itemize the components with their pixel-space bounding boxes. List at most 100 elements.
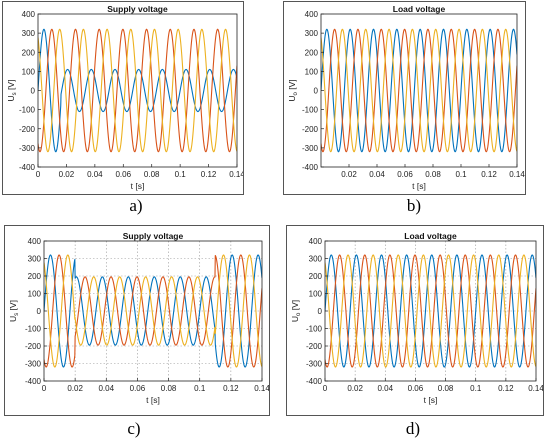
- series-line-3: [38, 28, 237, 153]
- y-tick-label: -100: [302, 106, 319, 115]
- y-tick-label: -400: [302, 163, 319, 172]
- x-tick-label: 0.12: [481, 170, 497, 179]
- series-line-1: [321, 28, 517, 153]
- x-tick-label: 0.1: [455, 170, 467, 179]
- y-tick-label: 100: [305, 67, 319, 76]
- y-tick-label: 200: [309, 272, 323, 281]
- x-tick-label: 0.06: [115, 170, 131, 179]
- x-tick-label: 0.08: [438, 384, 454, 393]
- series-line-2: [325, 254, 536, 368]
- y-tick-label: -200: [302, 125, 319, 134]
- series-line-2: [38, 28, 237, 153]
- y-tick-label: 400: [305, 10, 319, 19]
- load-voltage-panel-d: 0 0.02 0.04 0.06 0.08 0.1 0.12 0.14 -400 -300 -200…: [286, 225, 544, 416]
- x-tick-label: 0.04: [369, 170, 385, 179]
- y-tick-label: -300: [302, 144, 319, 153]
- caption-a: a): [129, 196, 143, 215]
- y-axis-label: Uo [V]: [290, 300, 302, 322]
- x-tick-label: 0.14: [509, 170, 525, 179]
- x-axis-label: t [s]: [131, 181, 145, 191]
- y-tick-label: 400: [28, 237, 42, 246]
- load-voltage-panel-b: 0.02 0.04 0.06 0.08 0.1 0.12 0.14 -400 -300 -200 -…: [283, 1, 526, 195]
- series-line-3: [44, 254, 262, 368]
- x-tick-label: 0.04: [98, 384, 114, 393]
- y-tick-label: -300: [25, 360, 42, 369]
- chart-title: Supply voltage: [107, 4, 168, 14]
- series-line-1: [44, 254, 262, 368]
- y-tick-label: 400: [22, 10, 36, 19]
- y-tick-label: 400: [309, 237, 323, 246]
- x-tick-label: 0.02: [59, 170, 75, 179]
- x-tick-label: 0.12: [498, 384, 514, 393]
- chart-a: 0 0.02 0.04 0.06 0.08 0.1 0.12 0.14 -400 -300 -200…: [6, 4, 243, 191]
- y-tick-label: -400: [25, 377, 42, 386]
- x-tick-label: 0: [42, 384, 47, 393]
- y-tick-label: 100: [309, 290, 323, 299]
- y-tick-label: 0: [37, 307, 42, 316]
- x-tick-label: 0.12: [201, 170, 217, 179]
- chart-d: 0 0.02 0.04 0.06 0.08 0.1 0.12 0.14 -400 -300 -200…: [290, 231, 543, 405]
- caption-d: d): [405, 419, 421, 438]
- y-tick-label: 300: [305, 29, 319, 38]
- series-line-1: [325, 254, 536, 368]
- y-tick-label: -100: [19, 106, 36, 115]
- supply-voltage-panel-c: 0 0.02 0.04 0.06 0.08 0.1 0.12 0.14 -400 -300 -200…: [4, 225, 270, 416]
- y-axis-label: Us [V]: [6, 80, 18, 102]
- series-line-3: [321, 28, 517, 153]
- series-line-3: [325, 254, 536, 368]
- x-tick-label: 0.02: [67, 384, 83, 393]
- y-tick-label: 0: [318, 307, 323, 316]
- y-tick-label: -200: [19, 125, 36, 134]
- x-tick-label: 0.14: [229, 170, 243, 179]
- chart-title: Load voltage: [393, 4, 446, 14]
- y-tick-label: -200: [306, 342, 323, 351]
- y-tick-label: 200: [22, 48, 36, 57]
- x-axis-label: t [s]: [412, 181, 426, 191]
- y-tick-label: 0: [314, 87, 319, 96]
- x-axis-label: t [s]: [424, 395, 438, 405]
- x-tick-label: 0: [36, 170, 41, 179]
- x-axis-label: t [s]: [146, 395, 160, 405]
- x-tick-label: 0: [323, 384, 328, 393]
- x-tick-label: 0.06: [130, 384, 146, 393]
- x-tick-label: 0.02: [347, 384, 363, 393]
- chart-title: Supply voltage: [123, 231, 184, 241]
- x-tick-label: 0.08: [161, 384, 177, 393]
- y-tick-label: -300: [306, 360, 323, 369]
- y-tick-label: 100: [28, 290, 42, 299]
- y-tick-label: 100: [22, 67, 36, 76]
- caption-b: b): [406, 196, 422, 215]
- caption-c: c): [127, 419, 141, 438]
- series-line-2: [44, 254, 262, 368]
- x-tick-label: 0.04: [87, 170, 103, 179]
- y-tick-label: -400: [19, 163, 36, 172]
- x-tick-label: 0.06: [408, 384, 424, 393]
- y-tick-label: 300: [22, 29, 36, 38]
- y-tick-label: 300: [28, 255, 42, 264]
- y-tick-label: -400: [306, 377, 323, 386]
- y-tick-label: 0: [31, 87, 36, 96]
- y-tick-label: 300: [309, 255, 323, 264]
- chart-b: 0.02 0.04 0.06 0.08 0.1 0.12 0.14 -400 -300 -200 -…: [287, 4, 525, 191]
- y-tick-label: -300: [19, 144, 36, 153]
- x-tick-label: 0.08: [144, 170, 160, 179]
- x-tick-label: 0.12: [223, 384, 239, 393]
- x-tick-label: 0.02: [341, 170, 357, 179]
- chart-c: 0 0.02 0.04 0.06 0.08 0.1 0.12 0.14 -400 -300 -200…: [8, 231, 269, 405]
- x-tick-label: 0.04: [377, 384, 393, 393]
- y-tick-label: -100: [306, 325, 323, 334]
- series-line-1: [38, 28, 237, 153]
- x-tick-label: 0.08: [425, 170, 441, 179]
- x-tick-label: 0.1: [175, 170, 187, 179]
- x-tick-label: 0.1: [470, 384, 482, 393]
- y-tick-label: 200: [305, 48, 319, 57]
- supply-voltage-panel-a: 0 0.02 0.04 0.06 0.08 0.1 0.12 0.14 -400 -300 -200…: [2, 1, 244, 195]
- series-line-2: [321, 28, 517, 153]
- x-tick-label: 0.14: [528, 384, 543, 393]
- x-tick-label: 0.06: [397, 170, 413, 179]
- plot-area: [38, 14, 237, 167]
- x-tick-label: 0.14: [254, 384, 269, 393]
- y-tick-label: -200: [25, 342, 42, 351]
- y-axis-label: Us [V]: [8, 300, 20, 322]
- y-axis-label: Uo [V]: [287, 79, 299, 101]
